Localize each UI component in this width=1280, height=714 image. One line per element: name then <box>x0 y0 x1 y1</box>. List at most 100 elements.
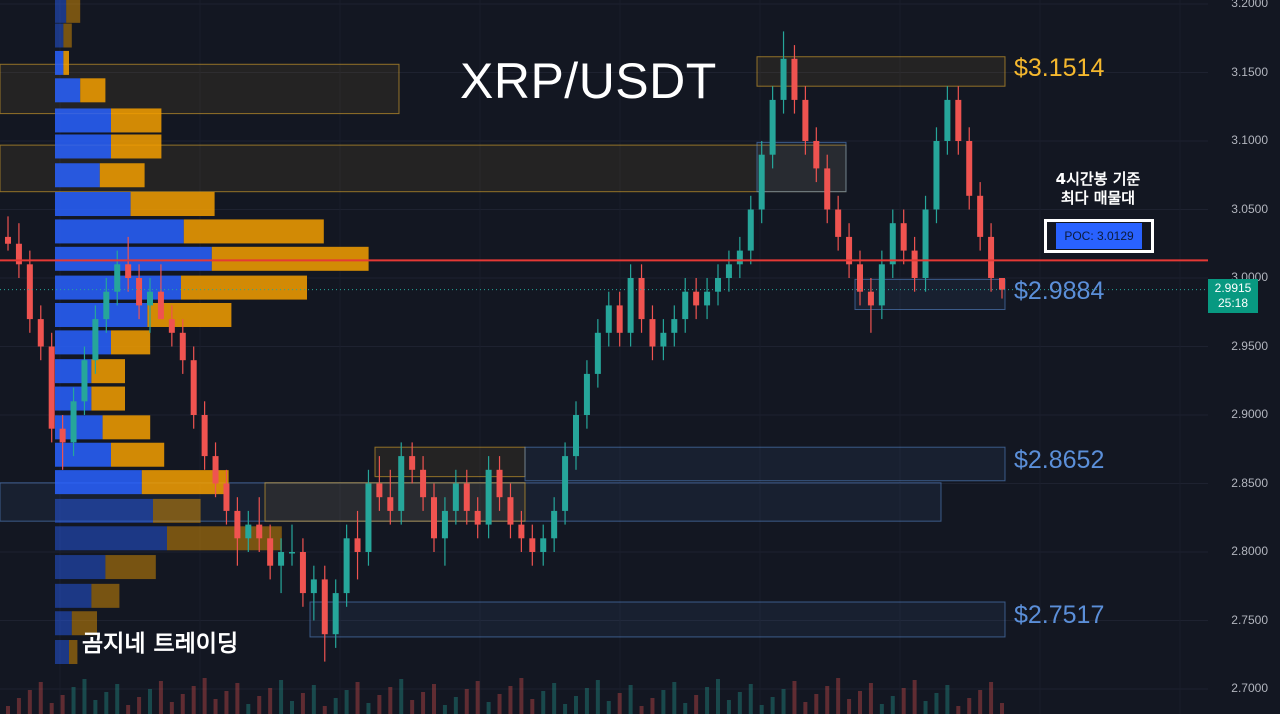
volume-bar-10 <box>115 684 120 714</box>
volume-bar-74 <box>814 694 819 714</box>
candle-body-6 <box>70 401 77 443</box>
volume-bar-51 <box>563 704 568 714</box>
volume-bar-15 <box>169 702 174 714</box>
volume-bar-30 <box>333 698 338 714</box>
candle-body-47 <box>518 524 525 539</box>
volume-profile-sell-16 <box>111 442 165 467</box>
candle-body-84 <box>922 209 929 278</box>
volume-bar-61 <box>672 682 677 714</box>
volume-profile-sell-21 <box>91 583 120 608</box>
candle-body-46 <box>507 497 514 525</box>
volume-bar-1 <box>16 698 21 714</box>
volume-bar-2 <box>27 690 32 714</box>
volume-bar-40 <box>442 705 447 714</box>
volume-bar-86 <box>945 685 950 714</box>
candle-body-42 <box>463 483 470 511</box>
candle-body-60 <box>660 332 667 347</box>
candle-body-11 <box>125 264 132 278</box>
volume-bar-19 <box>213 699 218 714</box>
volume-bar-53 <box>584 688 589 714</box>
candle-body-50 <box>551 510 558 539</box>
candle-body-36 <box>398 456 405 511</box>
price-axis-tick: 2.7500 <box>1231 612 1268 627</box>
candle-body-73 <box>802 99 809 141</box>
candle-body-26 <box>289 552 295 554</box>
support-zone-6 <box>524 446 1006 482</box>
volume-profile-sell-8 <box>183 219 324 244</box>
volume-profile-sell-9 <box>211 246 369 271</box>
volume-profile-buy-17 <box>55 470 142 495</box>
volume-bar-73 <box>803 702 808 714</box>
candle-body-24 <box>267 538 274 566</box>
volume-bar-46 <box>508 686 513 714</box>
poc-label: POC: 3.0129 <box>1056 223 1142 249</box>
volume-profile-sell-0 <box>66 0 81 23</box>
candle-body-23 <box>256 524 263 539</box>
candle-body-22 <box>245 524 252 539</box>
volume-bar-83 <box>912 680 917 714</box>
candle-body-0 <box>5 236 11 244</box>
candle-body-70 <box>769 99 776 155</box>
volume-bar-31 <box>344 690 349 714</box>
candle-body-29 <box>321 579 328 635</box>
support-zone-4 <box>854 278 1006 311</box>
volume-bar-28 <box>311 685 316 714</box>
volume-bar-17 <box>191 686 196 714</box>
volume-profile-buy-19 <box>55 526 167 551</box>
volume-bar-76 <box>836 678 841 714</box>
volume-profile-sell-20 <box>105 555 156 580</box>
candle-body-68 <box>747 209 754 251</box>
volume-bar-34 <box>377 695 382 714</box>
volume-bar-25 <box>279 680 284 714</box>
volume-profile-buy-7 <box>55 192 131 217</box>
volume-bar-14 <box>158 681 163 714</box>
price-axis-tick: 2.9000 <box>1231 407 1268 421</box>
volume-profile-sell-1 <box>63 23 72 48</box>
volume-profile-buy-5 <box>55 134 111 159</box>
volume-bar-89 <box>978 690 983 714</box>
volume-bar-50 <box>552 683 557 714</box>
volume-profile-buy-2 <box>55 50 64 75</box>
resistance-zone-8 <box>264 482 526 522</box>
volume-profile-sell-14 <box>91 386 125 411</box>
volume-bar-32 <box>355 682 360 714</box>
volume-bar-49 <box>541 691 546 714</box>
volume-bar-54 <box>595 680 600 714</box>
candle-body-81 <box>889 223 896 265</box>
price-axis-tick: 3.0500 <box>1231 201 1268 216</box>
volume-bar-41 <box>453 697 458 714</box>
candle-body-21 <box>234 510 241 539</box>
candle-body-18 <box>201 415 208 457</box>
current-price: 2.9915 <box>1214 281 1252 295</box>
volume-bar-35 <box>388 687 393 714</box>
volume-profile-buy-6 <box>55 163 100 188</box>
candle-body-43 <box>474 510 481 525</box>
volume-bar-26 <box>290 701 294 714</box>
candle-body-12 <box>136 278 143 306</box>
volume-bar-4 <box>49 703 54 714</box>
candle-body-69 <box>758 154 765 210</box>
volume-profile-buy-18 <box>55 498 153 523</box>
candle-body-25 <box>278 552 285 566</box>
volume-bar-52 <box>574 696 578 714</box>
volume-bar-39 <box>432 684 436 714</box>
volume-bar-13 <box>148 689 152 714</box>
candle-body-45 <box>496 469 503 498</box>
volume-profile-sell-23 <box>69 640 78 665</box>
candle-body-58 <box>638 278 645 320</box>
volume-bar-55 <box>606 701 611 714</box>
volume-bar-27 <box>300 693 305 714</box>
volume-bar-47 <box>519 678 524 714</box>
volume-profile-sell-3 <box>80 78 106 103</box>
volume-bar-23 <box>257 696 262 714</box>
volume-bar-68 <box>748 684 753 714</box>
volume-profile-sell-18 <box>153 498 201 523</box>
volume-bar-6 <box>71 687 76 714</box>
candle-body-41 <box>452 483 459 511</box>
candle-body-51 <box>562 456 569 511</box>
candle-body-10 <box>114 264 121 292</box>
volume-bar-71 <box>781 689 786 714</box>
volume-bar-57 <box>628 685 633 714</box>
volume-bar-11 <box>126 705 131 714</box>
